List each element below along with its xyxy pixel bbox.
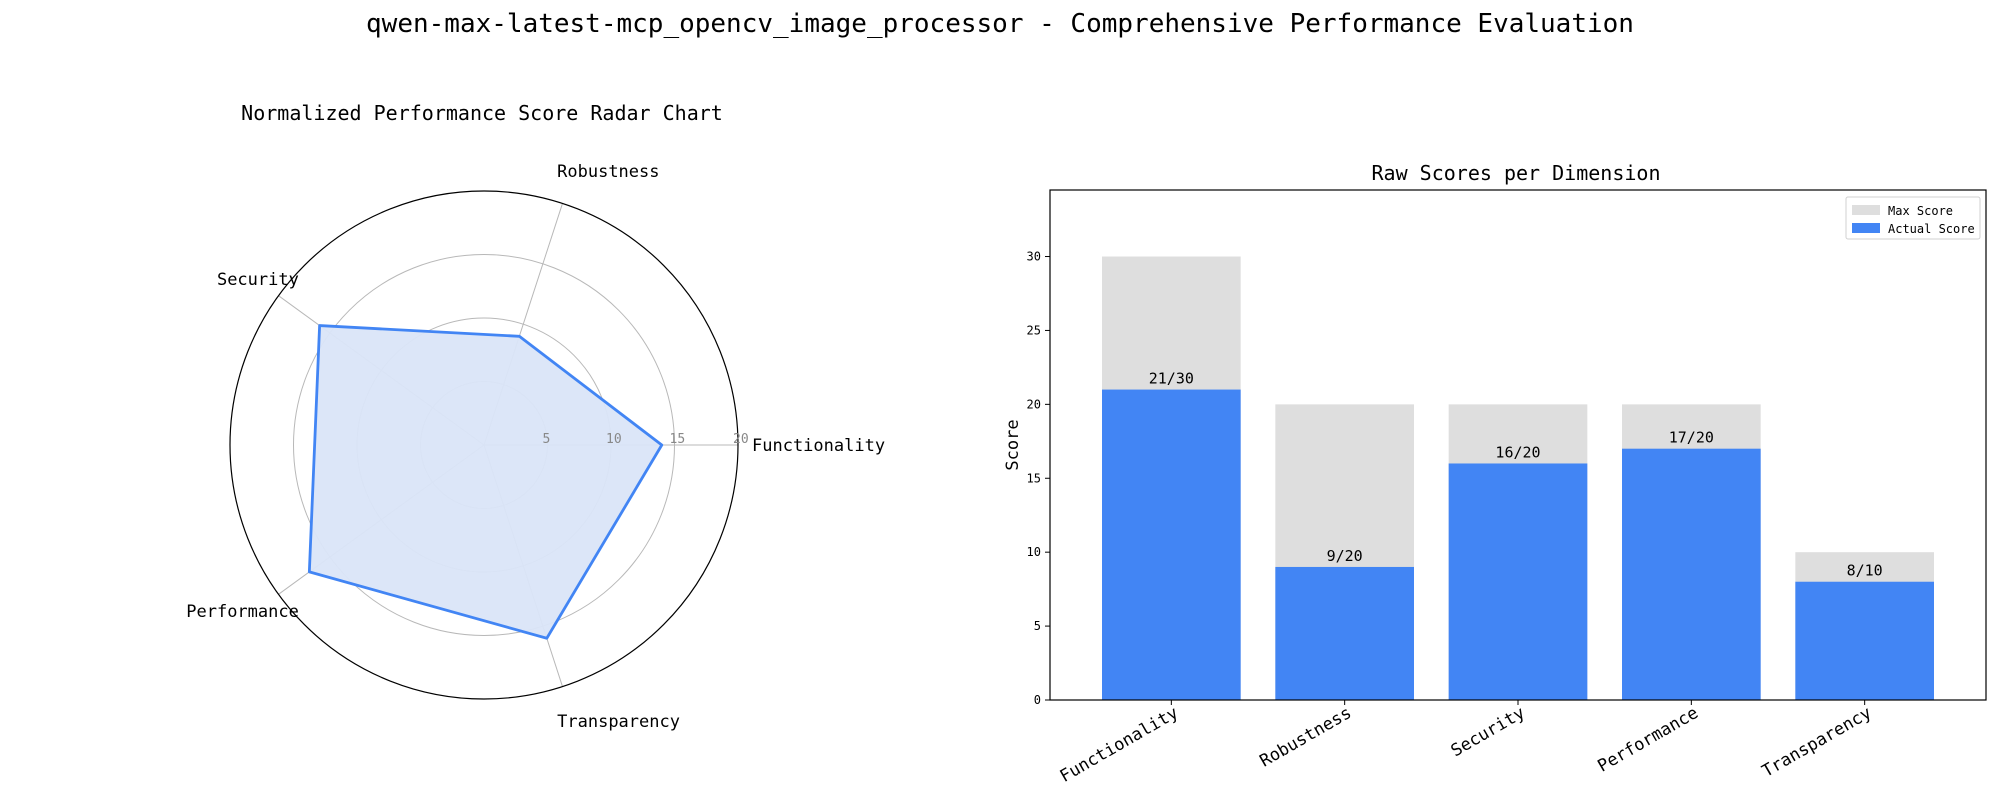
- x-tick-label: Robustness: [1257, 703, 1356, 772]
- x-tick-label: Performance: [1594, 703, 1702, 777]
- bar-value-label: 21/30: [1149, 370, 1194, 388]
- radar-series-line: [307, 324, 664, 640]
- legend-swatch-max: [1852, 205, 1880, 215]
- radar-category-label: Performance: [186, 602, 299, 622]
- legend-label: Actual Score: [1888, 222, 1975, 236]
- radar-r-tick-label: 5: [543, 432, 551, 447]
- radar-r-tick-label: 10: [606, 432, 622, 447]
- legend-label: Max Score: [1888, 204, 1953, 218]
- bar-value-label: 16/20: [1495, 443, 1540, 461]
- radar-chart: Normalized Performance Score Radar Chart…: [186, 101, 885, 732]
- bar-chart-ylabel: Score: [1003, 419, 1023, 470]
- radar-category-label: Security: [217, 270, 299, 290]
- y-tick-label: 0: [1034, 693, 1041, 707]
- y-tick-label: 20: [1027, 397, 1041, 411]
- bar-value-label: 9/20: [1327, 547, 1363, 565]
- y-tick-label: 5: [1034, 619, 1041, 633]
- radar-r-tick-label: 20: [733, 432, 749, 447]
- y-tick-label: 25: [1027, 323, 1041, 337]
- actual-score-bar: [1795, 581, 1934, 700]
- bar-value-label: 8/10: [1847, 562, 1883, 580]
- actual-score-bar: [1275, 566, 1414, 700]
- actual-score-bar: [1448, 463, 1588, 700]
- radar-chart-title: Normalized Performance Score Radar Chart: [241, 101, 723, 125]
- bar-chart-title: Raw Scores per Dimension: [1372, 161, 1661, 185]
- bar-chart: Raw Scores per Dimension Score 21/30 9/20…: [1003, 161, 1987, 787]
- x-tick-label: Transparency: [1759, 703, 1875, 782]
- figure-title: qwen-max-latest-mcp_opencv_image_process…: [366, 9, 1634, 39]
- radar-category-label: Robustness: [557, 162, 659, 182]
- bar-value-label: 17/20: [1669, 429, 1714, 447]
- radar-area-fill: [309, 325, 662, 639]
- radar-r-tick-label: 15: [670, 432, 686, 447]
- actual-score-bar: [1622, 448, 1761, 700]
- radar-category-label: Functionality: [752, 436, 885, 456]
- x-tick-label: Functionality: [1057, 703, 1182, 787]
- actual-score-bar: [1102, 389, 1241, 700]
- y-tick-label: 30: [1027, 250, 1041, 264]
- radar-category-label: Transparency: [557, 712, 680, 732]
- radar-outer-circle: [229, 190, 739, 700]
- x-tick-label: Security: [1448, 703, 1529, 761]
- y-tick-label: 10: [1027, 545, 1041, 559]
- y-tick-label: 15: [1027, 471, 1041, 485]
- legend-swatch-actual: [1852, 223, 1880, 233]
